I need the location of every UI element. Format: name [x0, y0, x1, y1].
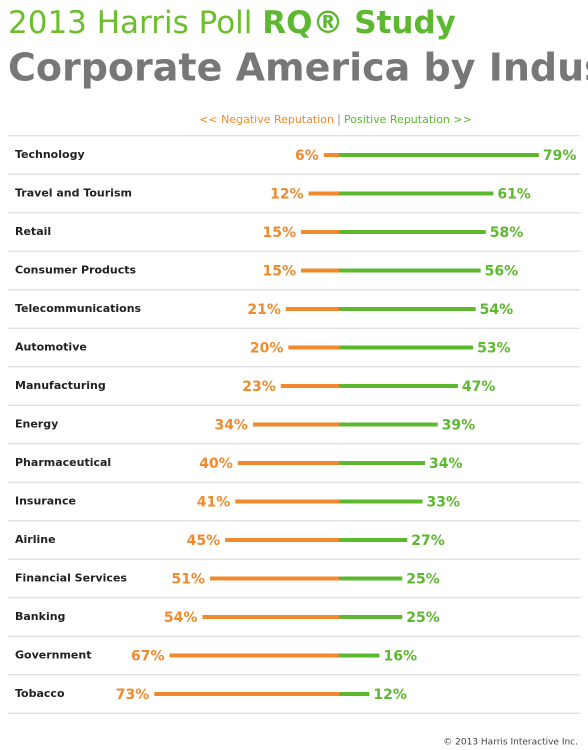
value-label: 45%	[187, 533, 221, 549]
bar	[169, 653, 339, 658]
category-label: Insurance	[15, 495, 76, 508]
category-label: Banking	[15, 610, 65, 623]
value-label: 25%	[406, 610, 440, 626]
title-part: RQ® Study	[262, 5, 456, 41]
bar	[235, 499, 339, 504]
bar	[339, 461, 426, 465]
value-label: 21%	[247, 302, 281, 318]
bar	[237, 461, 339, 465]
category-label: Telecommunications	[15, 302, 142, 315]
bar	[202, 615, 339, 619]
value-label: 16%	[383, 649, 417, 665]
category-label: Tobacco	[15, 687, 65, 700]
bar	[339, 653, 380, 658]
value-label: 54%	[164, 610, 198, 626]
value-label: 73%	[116, 687, 150, 703]
value-label: 79%	[543, 148, 577, 164]
category-label: Manufacturing	[15, 379, 106, 392]
bar	[339, 307, 476, 311]
bar	[209, 576, 339, 581]
value-label: 33%	[426, 495, 460, 511]
value-label: 20%	[250, 341, 284, 357]
bar	[225, 538, 339, 542]
value-label: 51%	[171, 572, 205, 588]
chart-subtitle: Corporate America by Industry	[8, 46, 588, 90]
category-label: Airline	[15, 533, 56, 546]
value-label: 67%	[131, 649, 165, 665]
bar	[252, 422, 339, 427]
value-label: 61%	[497, 187, 531, 203]
bar	[339, 268, 481, 273]
value-label: 27%	[411, 533, 445, 549]
value-label: 40%	[199, 456, 233, 472]
value-label: 39%	[442, 418, 476, 434]
bar	[339, 576, 403, 581]
legend-entry: Positive Reputation >>	[344, 113, 472, 126]
bar	[339, 499, 423, 504]
value-label: 6%	[295, 148, 319, 164]
category-label: Retail	[15, 225, 51, 238]
value-label: 56%	[485, 264, 519, 280]
title-part: 2013 Harris Poll	[8, 5, 252, 41]
bar	[154, 692, 339, 696]
bar	[308, 191, 339, 196]
category-label: Automotive	[15, 341, 87, 354]
category-label: Energy	[15, 418, 58, 431]
bar	[285, 307, 339, 311]
bar	[339, 422, 438, 427]
value-label: 41%	[197, 495, 231, 511]
category-label: Financial Services	[15, 572, 127, 585]
bar	[301, 268, 339, 273]
value-label: 34%	[429, 456, 463, 472]
bar	[339, 345, 474, 350]
bar	[339, 153, 539, 157]
bar	[280, 384, 339, 388]
category-label: Consumer Products	[15, 264, 137, 277]
bar	[339, 191, 494, 196]
category-label: Technology	[15, 148, 85, 161]
bar	[323, 153, 339, 157]
bar	[301, 230, 339, 234]
value-label: 53%	[477, 341, 511, 357]
value-label: 15%	[263, 225, 297, 241]
category-label: Government	[15, 649, 91, 662]
value-label: 15%	[263, 264, 297, 280]
bar	[339, 384, 458, 388]
value-label: 47%	[462, 379, 496, 395]
category-label: Pharmaceutical	[15, 456, 111, 469]
source: © 2013 Harris Interactive Inc.	[443, 738, 578, 748]
legend-entry: << Negative Reputation	[199, 113, 334, 126]
value-label: 34%	[214, 418, 248, 434]
bar	[339, 230, 486, 234]
category-label: Travel and Tourism	[15, 187, 132, 200]
bar	[339, 692, 370, 696]
value-label: 12%	[270, 187, 304, 203]
chart-title: 2013 Harris Poll RQ® Study	[8, 5, 456, 41]
bar	[339, 538, 408, 542]
value-label: 54%	[480, 302, 514, 318]
bar	[339, 615, 403, 619]
value-label: 23%	[242, 379, 276, 395]
value-label: 25%	[406, 572, 440, 588]
bar	[288, 345, 339, 350]
value-label: 12%	[373, 687, 407, 703]
value-label: 58%	[490, 225, 524, 241]
